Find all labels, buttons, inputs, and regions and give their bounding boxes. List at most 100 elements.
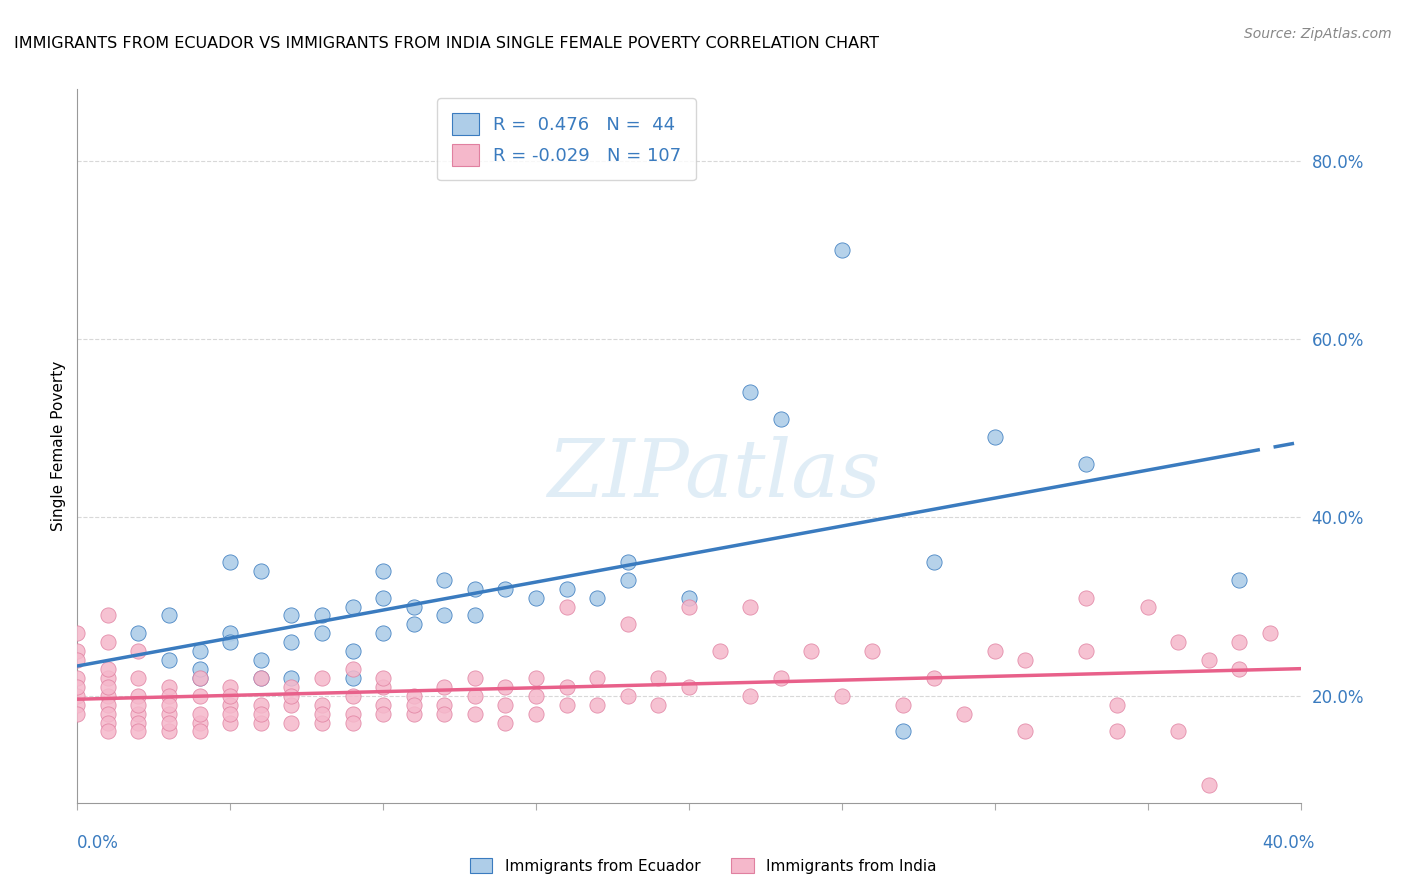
Point — [250, 653, 273, 667]
Point — [97, 698, 120, 712]
Legend: R =  0.476   N =  44, R = -0.029   N = 107: R = 0.476 N = 44, R = -0.029 N = 107 — [437, 98, 696, 180]
Point — [311, 608, 333, 623]
Point — [1107, 698, 1129, 712]
Point — [831, 689, 853, 703]
Point — [769, 412, 792, 426]
Text: ZIPatlas: ZIPatlas — [547, 436, 880, 513]
Point — [617, 617, 640, 632]
Point — [891, 724, 914, 739]
Point — [402, 617, 425, 632]
Point — [97, 680, 120, 694]
Point — [464, 671, 486, 685]
Point — [617, 573, 640, 587]
Point — [280, 680, 302, 694]
Point — [647, 671, 669, 685]
Point — [219, 706, 242, 721]
Point — [891, 698, 914, 712]
Point — [555, 698, 578, 712]
Point — [371, 698, 394, 712]
Point — [495, 582, 517, 596]
Point — [157, 680, 180, 694]
Text: IMMIGRANTS FROM ECUADOR VS IMMIGRANTS FROM INDIA SINGLE FEMALE POVERTY CORRELATI: IMMIGRANTS FROM ECUADOR VS IMMIGRANTS FR… — [14, 36, 879, 51]
Point — [586, 698, 609, 712]
Point — [678, 591, 700, 605]
Text: 0.0%: 0.0% — [77, 834, 120, 852]
Point — [495, 680, 517, 694]
Y-axis label: Single Female Poverty: Single Female Poverty — [51, 361, 66, 531]
Point — [402, 689, 425, 703]
Point — [433, 573, 456, 587]
Point — [157, 608, 180, 623]
Point — [219, 698, 242, 712]
Point — [157, 724, 180, 739]
Point — [495, 715, 517, 730]
Point — [280, 689, 302, 703]
Point — [97, 662, 120, 676]
Point — [524, 689, 547, 703]
Point — [219, 626, 242, 640]
Point — [800, 644, 823, 658]
Point — [97, 671, 120, 685]
Point — [922, 555, 945, 569]
Point — [524, 591, 547, 605]
Point — [219, 689, 242, 703]
Point — [250, 706, 273, 721]
Point — [555, 599, 578, 614]
Point — [188, 671, 211, 685]
Point — [433, 706, 456, 721]
Point — [219, 635, 242, 649]
Point — [647, 698, 669, 712]
Point — [66, 706, 89, 721]
Point — [342, 662, 364, 676]
Point — [831, 243, 853, 257]
Point — [280, 671, 302, 685]
Point — [342, 715, 364, 730]
Point — [371, 671, 394, 685]
Point — [280, 635, 302, 649]
Point — [97, 689, 120, 703]
Point — [953, 706, 976, 721]
Point — [97, 706, 120, 721]
Point — [342, 644, 364, 658]
Point — [188, 706, 211, 721]
Point — [280, 608, 302, 623]
Point — [555, 680, 578, 694]
Point — [984, 644, 1007, 658]
Point — [617, 689, 640, 703]
Point — [433, 680, 456, 694]
Point — [66, 680, 89, 694]
Point — [1076, 591, 1098, 605]
Point — [250, 671, 273, 685]
Point — [127, 644, 149, 658]
Point — [740, 689, 762, 703]
Text: Source: ZipAtlas.com: Source: ZipAtlas.com — [1244, 27, 1392, 41]
Point — [127, 689, 149, 703]
Point — [1229, 573, 1251, 587]
Point — [495, 698, 517, 712]
Point — [678, 599, 700, 614]
Point — [709, 644, 731, 658]
Legend: Immigrants from Ecuador, Immigrants from India: Immigrants from Ecuador, Immigrants from… — [464, 852, 942, 880]
Point — [311, 706, 333, 721]
Point — [1198, 778, 1220, 792]
Point — [433, 608, 456, 623]
Point — [371, 680, 394, 694]
Point — [157, 715, 180, 730]
Point — [280, 698, 302, 712]
Point — [464, 689, 486, 703]
Point — [1014, 653, 1036, 667]
Point — [371, 564, 394, 578]
Point — [311, 671, 333, 685]
Point — [678, 680, 700, 694]
Point — [188, 644, 211, 658]
Point — [219, 555, 242, 569]
Point — [524, 671, 547, 685]
Point — [740, 599, 762, 614]
Point — [127, 715, 149, 730]
Point — [1229, 635, 1251, 649]
Point — [97, 715, 120, 730]
Point — [219, 715, 242, 730]
Point — [127, 706, 149, 721]
Point — [66, 689, 89, 703]
Point — [464, 608, 486, 623]
